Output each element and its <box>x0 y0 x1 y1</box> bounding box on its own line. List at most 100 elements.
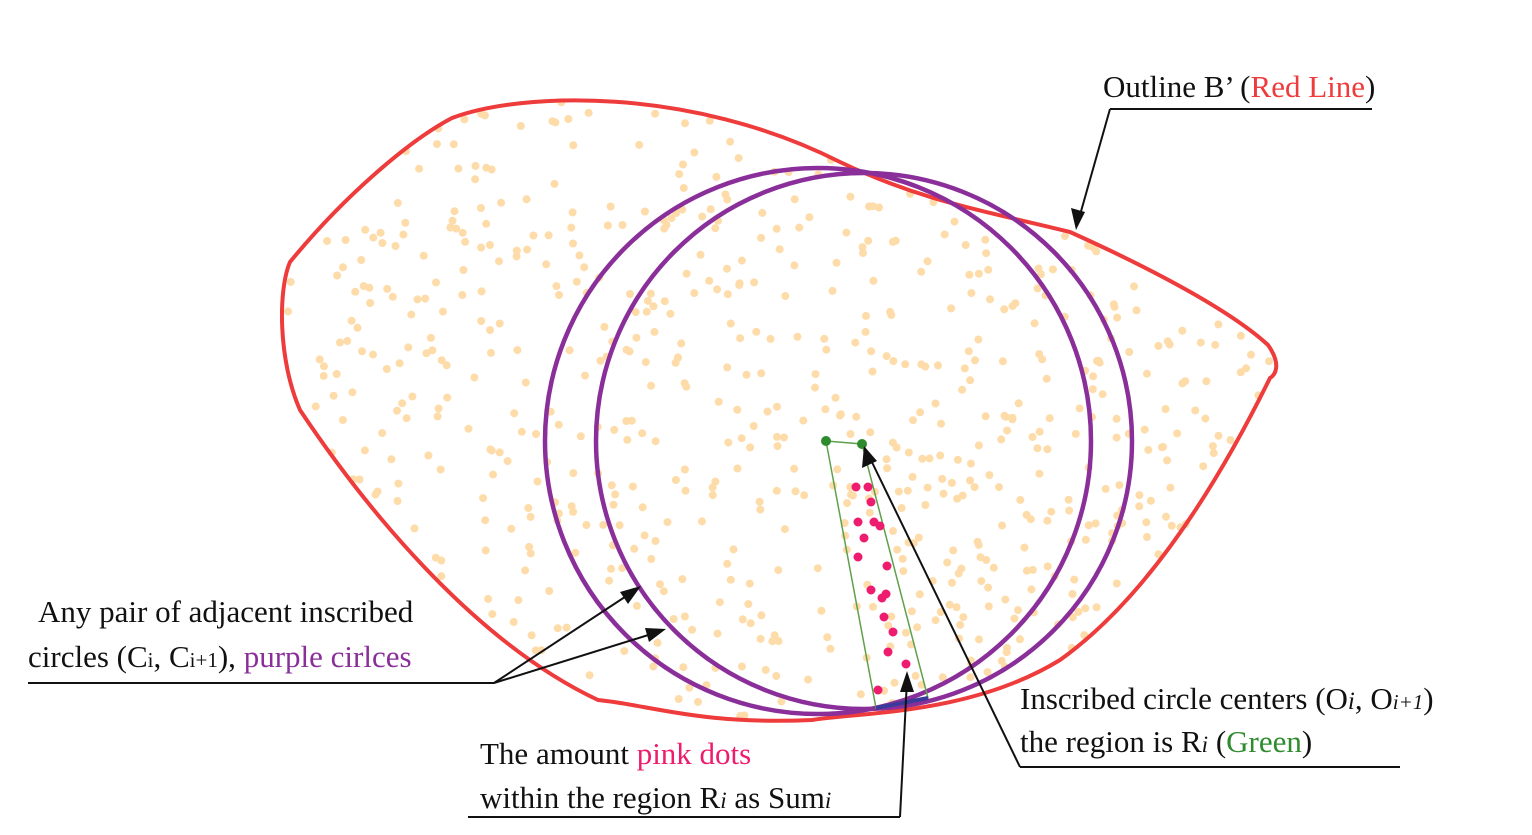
light-dot <box>599 520 608 529</box>
light-dot <box>623 435 632 444</box>
light-dot <box>651 109 660 118</box>
light-dot <box>773 432 781 441</box>
light-dot <box>434 404 443 413</box>
light-dot <box>706 205 715 214</box>
light-dot <box>476 204 485 212</box>
arrowhead-pink <box>900 671 914 692</box>
light-dot <box>934 361 942 370</box>
light-dot <box>938 673 947 682</box>
label-circles-purple-part: purple cirlces <box>244 639 412 674</box>
light-dot <box>1167 521 1176 530</box>
inscribed-circle-c-i <box>542 165 1094 717</box>
light-dot <box>817 606 826 615</box>
light-dot <box>448 216 457 225</box>
light-dot <box>1101 484 1110 493</box>
light-dot <box>679 160 687 169</box>
light-dot <box>568 208 577 217</box>
light-dot <box>605 576 614 585</box>
light-dot <box>360 446 369 455</box>
light-dot <box>433 412 442 421</box>
leader-outline <box>1077 108 1372 223</box>
light-dot <box>804 675 813 684</box>
light-dot <box>852 412 861 421</box>
light-dot <box>401 218 410 227</box>
light-dot <box>974 441 983 450</box>
light-dot <box>984 265 993 274</box>
light-dot <box>551 118 560 127</box>
light-dot <box>780 433 788 442</box>
label-centers-green-part: Green <box>1226 724 1302 759</box>
light-dot <box>376 228 385 237</box>
light-dot <box>1196 338 1205 347</box>
light-dot <box>622 417 631 425</box>
light-dot <box>918 454 927 463</box>
light-dot <box>1211 340 1220 349</box>
light-dot <box>387 455 396 464</box>
light-dot <box>723 264 731 273</box>
light-dot <box>843 499 852 508</box>
light-dot <box>842 228 851 237</box>
light-dot <box>811 370 820 379</box>
light-dot <box>651 437 660 446</box>
light-dot <box>890 678 899 687</box>
pink-dot <box>882 561 892 571</box>
light-dot <box>357 256 366 264</box>
light-dot <box>596 356 605 365</box>
light-dot <box>1236 368 1245 377</box>
light-dot <box>486 326 494 335</box>
light-dot <box>690 289 699 298</box>
light-dot <box>875 203 883 212</box>
light-dot <box>443 393 452 402</box>
light-dot <box>822 345 831 354</box>
light-dot <box>631 308 640 317</box>
outline-b-red-line <box>280 98 1279 723</box>
light-dot <box>982 249 991 258</box>
light-dot <box>897 504 906 512</box>
light-dot <box>424 451 433 460</box>
light-dot <box>959 613 968 622</box>
light-dot <box>1070 575 1079 584</box>
light-dot <box>995 483 1003 492</box>
light-dot <box>531 646 540 655</box>
light-dot <box>729 545 738 554</box>
light-dot <box>800 491 809 500</box>
light-dot <box>394 479 403 488</box>
pink-dot <box>888 627 898 637</box>
light-dot <box>572 277 581 286</box>
light-dot <box>1010 614 1019 623</box>
light-dot <box>1144 445 1153 454</box>
light-dot <box>393 497 402 505</box>
light-dot <box>369 350 377 359</box>
light-dot <box>442 361 451 370</box>
light-dot <box>569 141 578 150</box>
light-dot <box>359 282 368 291</box>
light-dot <box>733 405 742 414</box>
light-dot <box>737 662 746 671</box>
light-dot <box>391 242 400 250</box>
light-dot <box>966 673 975 682</box>
light-dot <box>948 578 956 587</box>
light-dot <box>647 381 656 390</box>
light-dot <box>1088 385 1097 394</box>
light-dot <box>770 631 779 640</box>
light-dot <box>723 290 732 299</box>
light-dot <box>606 202 615 211</box>
light-dot <box>1081 604 1090 613</box>
light-dot <box>459 266 468 274</box>
light-dot <box>503 457 512 466</box>
light-dot <box>446 223 455 232</box>
light-dot <box>640 531 649 540</box>
light-dot <box>884 621 893 630</box>
light-dot <box>883 464 892 473</box>
light-dot <box>1047 507 1056 516</box>
label-circles-line1: Any pair of adjacent inscribed <box>38 594 414 629</box>
light-dot <box>284 307 293 316</box>
light-dot <box>576 432 585 441</box>
light-dot <box>600 322 609 331</box>
light-dot <box>525 542 534 551</box>
light-dot <box>983 668 992 677</box>
light-dot <box>832 258 841 267</box>
light-dot <box>923 257 932 266</box>
light-dot <box>477 287 486 296</box>
